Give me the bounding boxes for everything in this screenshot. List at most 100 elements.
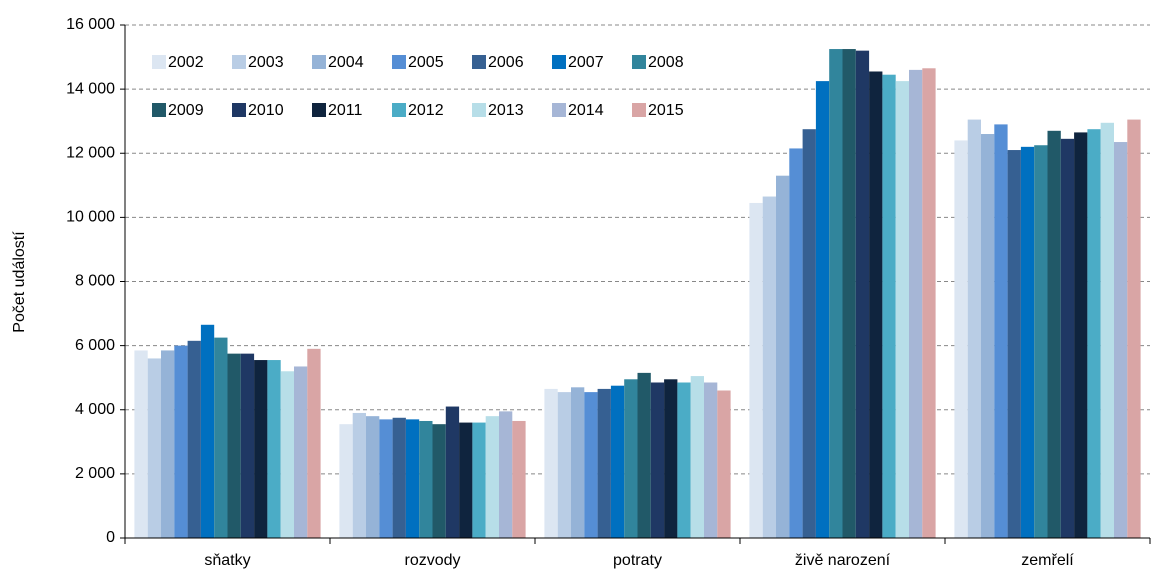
x-tick-label: živě narození bbox=[795, 552, 891, 569]
bar bbox=[842, 49, 856, 538]
legend-swatch bbox=[152, 103, 166, 117]
y-tick-label: 10 000 bbox=[66, 209, 115, 226]
bar bbox=[802, 129, 816, 538]
bar bbox=[610, 385, 625, 538]
bar bbox=[339, 424, 353, 538]
y-tick-label: 2 000 bbox=[75, 465, 115, 482]
bar bbox=[379, 419, 393, 538]
bar bbox=[909, 69, 923, 538]
bar bbox=[187, 340, 201, 538]
legend-label: 2009 bbox=[168, 102, 204, 119]
bar bbox=[815, 81, 830, 538]
legend-label: 2002 bbox=[168, 54, 204, 71]
legend-swatch bbox=[392, 103, 406, 117]
bar bbox=[1074, 132, 1088, 539]
legend-label: 2003 bbox=[248, 54, 284, 71]
bar bbox=[294, 366, 308, 538]
bar bbox=[544, 388, 558, 538]
bar bbox=[352, 412, 366, 538]
legend-label: 2004 bbox=[328, 54, 364, 71]
legend-label: 2006 bbox=[488, 54, 524, 71]
legend-label: 2011 bbox=[328, 102, 363, 119]
bar bbox=[571, 387, 585, 538]
bar bbox=[717, 390, 731, 538]
bar bbox=[922, 68, 936, 539]
bar bbox=[161, 350, 175, 538]
bar bbox=[1020, 146, 1035, 538]
legend-label: 2015 bbox=[648, 102, 684, 119]
bar bbox=[1060, 138, 1075, 538]
bar bbox=[1034, 145, 1048, 538]
bar bbox=[677, 382, 691, 538]
bar bbox=[499, 411, 513, 538]
bar bbox=[1127, 119, 1141, 538]
bar bbox=[557, 392, 571, 538]
legend-label: 2005 bbox=[408, 54, 444, 71]
legend-swatch bbox=[152, 55, 166, 69]
legend-label: 2012 bbox=[408, 102, 444, 119]
legend-swatch bbox=[632, 55, 646, 69]
legend-swatch bbox=[552, 103, 566, 117]
bar bbox=[690, 376, 704, 538]
legend-swatch bbox=[472, 103, 486, 117]
bar bbox=[512, 420, 526, 538]
legend-swatch bbox=[632, 103, 646, 117]
bar bbox=[584, 392, 598, 538]
bar bbox=[419, 420, 433, 538]
bar bbox=[405, 419, 420, 538]
y-tick-label: 4 000 bbox=[75, 401, 115, 418]
bar bbox=[147, 358, 161, 538]
bar bbox=[650, 382, 665, 538]
bar bbox=[445, 406, 460, 538]
bar bbox=[597, 388, 611, 538]
x-tick-label: rozvody bbox=[404, 552, 460, 569]
bar bbox=[1047, 130, 1061, 538]
legend-label: 2013 bbox=[488, 102, 524, 119]
bar bbox=[366, 416, 380, 538]
bar bbox=[267, 360, 281, 538]
legend-swatch bbox=[312, 103, 326, 117]
bar bbox=[869, 71, 883, 538]
legend-swatch bbox=[232, 103, 246, 117]
bar bbox=[1007, 150, 1021, 538]
y-tick-label: 14 000 bbox=[66, 80, 115, 97]
legend-swatch bbox=[552, 55, 566, 69]
bar bbox=[227, 353, 241, 538]
x-tick-label: zemřelí bbox=[1021, 552, 1074, 569]
bar bbox=[624, 379, 638, 538]
bar bbox=[1087, 129, 1101, 538]
bar bbox=[254, 360, 268, 538]
y-tick-label: 6 000 bbox=[75, 337, 115, 354]
bar bbox=[1114, 142, 1128, 538]
legend-label: 2008 bbox=[648, 54, 684, 71]
bar bbox=[214, 337, 228, 538]
bar bbox=[829, 49, 843, 538]
y-tick-label: 16 000 bbox=[66, 16, 115, 33]
legend-label: 2014 bbox=[568, 102, 604, 119]
legend-swatch bbox=[392, 55, 406, 69]
bar bbox=[200, 324, 215, 538]
bar bbox=[174, 345, 188, 538]
bar bbox=[704, 382, 718, 538]
legend-label: 2007 bbox=[568, 54, 604, 71]
legend-swatch bbox=[472, 55, 486, 69]
bar bbox=[485, 416, 499, 538]
bar bbox=[954, 140, 968, 539]
y-tick-label: 8 000 bbox=[75, 273, 115, 290]
bar bbox=[855, 50, 870, 539]
bar bbox=[432, 424, 446, 538]
y-tick-label: 0 bbox=[106, 529, 115, 546]
x-tick-label: potraty bbox=[613, 552, 662, 569]
bar bbox=[459, 422, 473, 538]
bar bbox=[789, 148, 803, 539]
bar bbox=[307, 348, 321, 538]
bar bbox=[762, 196, 776, 539]
bar bbox=[967, 119, 981, 538]
bar bbox=[1100, 122, 1114, 539]
bar bbox=[895, 81, 909, 538]
bar bbox=[882, 74, 896, 539]
bar bbox=[749, 202, 763, 538]
bar bbox=[981, 134, 995, 538]
legend-swatch bbox=[312, 55, 326, 69]
